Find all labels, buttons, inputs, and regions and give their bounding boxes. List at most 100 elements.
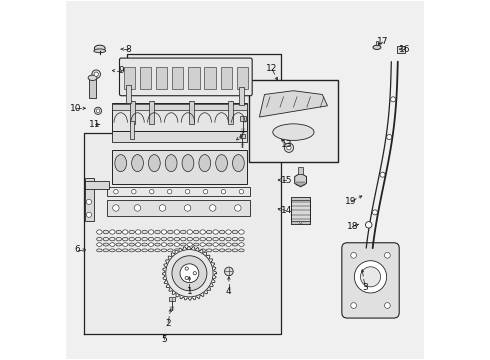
Ellipse shape	[135, 249, 141, 252]
Ellipse shape	[213, 249, 219, 252]
Ellipse shape	[97, 243, 102, 246]
Ellipse shape	[232, 155, 245, 172]
Circle shape	[149, 189, 154, 194]
Bar	[237, 67, 248, 89]
Ellipse shape	[226, 249, 231, 252]
Bar	[291, 197, 311, 224]
Circle shape	[385, 303, 390, 309]
Ellipse shape	[148, 249, 154, 252]
Ellipse shape	[174, 230, 180, 234]
Circle shape	[224, 267, 233, 276]
Text: 4: 4	[226, 287, 232, 296]
Circle shape	[351, 252, 357, 258]
Ellipse shape	[200, 230, 205, 234]
Bar	[228, 101, 233, 125]
Bar	[123, 67, 135, 89]
Circle shape	[354, 261, 387, 293]
Ellipse shape	[103, 230, 109, 234]
Text: 7: 7	[239, 131, 245, 140]
Ellipse shape	[220, 243, 225, 246]
Ellipse shape	[232, 237, 238, 241]
Bar	[112, 103, 247, 131]
Bar	[239, 87, 244, 105]
Ellipse shape	[174, 249, 180, 252]
Bar	[126, 85, 131, 103]
Ellipse shape	[95, 45, 105, 51]
Circle shape	[113, 205, 119, 211]
Circle shape	[235, 205, 241, 211]
Ellipse shape	[194, 237, 199, 241]
Ellipse shape	[232, 249, 238, 252]
Text: 12: 12	[266, 64, 277, 73]
Circle shape	[380, 172, 385, 177]
Ellipse shape	[116, 243, 122, 246]
Bar	[140, 67, 151, 89]
Ellipse shape	[194, 249, 199, 252]
Circle shape	[372, 210, 377, 215]
Ellipse shape	[239, 243, 244, 246]
Ellipse shape	[200, 249, 205, 252]
Ellipse shape	[213, 230, 219, 234]
Bar	[169, 297, 175, 301]
Circle shape	[185, 267, 188, 270]
Circle shape	[95, 107, 101, 114]
Circle shape	[132, 189, 136, 194]
Ellipse shape	[129, 243, 134, 246]
Bar	[240, 134, 245, 138]
Ellipse shape	[239, 249, 244, 252]
Ellipse shape	[97, 249, 102, 252]
Ellipse shape	[174, 243, 180, 246]
Bar	[112, 104, 247, 110]
Ellipse shape	[232, 243, 238, 246]
Bar	[189, 101, 194, 125]
Ellipse shape	[200, 237, 205, 241]
Ellipse shape	[103, 243, 109, 246]
Text: 13: 13	[280, 140, 292, 149]
Bar	[240, 116, 246, 121]
Circle shape	[210, 205, 216, 211]
Ellipse shape	[155, 243, 160, 246]
Circle shape	[284, 143, 294, 152]
Text: 15: 15	[280, 176, 292, 185]
Ellipse shape	[165, 155, 177, 172]
Ellipse shape	[135, 230, 141, 234]
Text: 8: 8	[125, 45, 131, 54]
Circle shape	[168, 189, 172, 194]
Ellipse shape	[116, 237, 122, 241]
Ellipse shape	[110, 230, 115, 234]
FancyBboxPatch shape	[120, 58, 252, 96]
Ellipse shape	[206, 237, 212, 241]
Ellipse shape	[116, 230, 122, 234]
Ellipse shape	[129, 230, 134, 234]
Polygon shape	[259, 91, 327, 117]
Circle shape	[299, 221, 302, 224]
Bar	[375, 41, 378, 45]
Bar	[291, 197, 311, 200]
Circle shape	[391, 97, 395, 102]
Bar	[130, 121, 134, 139]
Ellipse shape	[226, 237, 231, 241]
Ellipse shape	[115, 155, 126, 172]
Ellipse shape	[181, 230, 186, 234]
Ellipse shape	[199, 155, 211, 172]
Circle shape	[134, 205, 141, 211]
Circle shape	[366, 222, 372, 228]
Circle shape	[96, 109, 100, 113]
Ellipse shape	[187, 230, 193, 234]
Ellipse shape	[135, 237, 141, 241]
Text: 1: 1	[187, 287, 192, 296]
Ellipse shape	[168, 230, 173, 234]
Ellipse shape	[103, 249, 109, 252]
Bar	[129, 101, 135, 125]
Ellipse shape	[216, 155, 227, 172]
Bar	[89, 78, 96, 98]
Ellipse shape	[148, 230, 154, 234]
Bar	[156, 67, 167, 89]
Ellipse shape	[213, 243, 219, 246]
Ellipse shape	[155, 237, 160, 241]
Text: 14: 14	[281, 206, 292, 215]
Ellipse shape	[194, 230, 199, 234]
Ellipse shape	[161, 243, 167, 246]
Ellipse shape	[155, 249, 160, 252]
Polygon shape	[163, 246, 216, 300]
